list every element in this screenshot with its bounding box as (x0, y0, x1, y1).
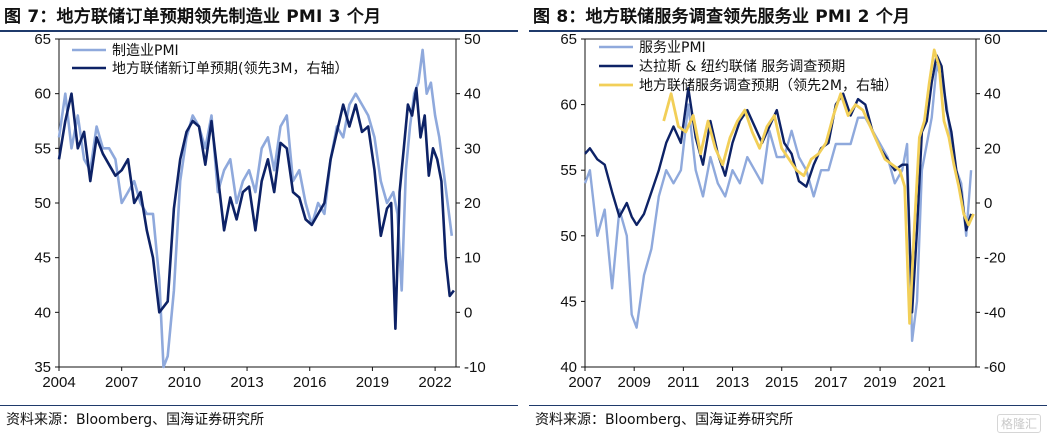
footer-divider (529, 405, 1047, 406)
y-tick-label-left: 65 (34, 31, 51, 48)
source-note: 资料来源：Bloomberg、国海证券研究所 (6, 412, 265, 428)
x-tick-label: 2009 (617, 374, 650, 391)
y-tick-label-left: 65 (560, 31, 577, 48)
line-chart: 40 45 50 55 60 65 -60 -40 -20 0 20 40 60 2007 2009 2011… (560, 31, 1006, 391)
series-line (662, 48, 975, 325)
y-tick-label-right: 50 (464, 31, 481, 48)
line-chart: 35 40 45 50 55 60 65 -10 0 10 20 30 40 50 2004 2007 2010… (34, 31, 486, 391)
chart-title: 图 7：地方联储订单预期领先制造业 PMI 3 个月 (4, 7, 382, 27)
x-tick-label: 2007 (568, 374, 601, 391)
y-tick-label-left: 55 (560, 162, 577, 179)
y-tick-label-left: 60 (34, 86, 51, 103)
y-tick-label-right: 10 (464, 250, 481, 267)
y-tick-label-right: 40 (464, 86, 481, 103)
watermark-logo: 格隆汇 (996, 414, 1041, 433)
x-tick-label: 2017 (814, 374, 847, 391)
y-tick-label-right: -20 (984, 250, 1006, 267)
title-divider (529, 30, 1047, 32)
x-tick-label: 2007 (105, 374, 138, 391)
series-line (57, 86, 455, 331)
source-note: 资料来源：Bloomberg、国海证券研究所 (535, 412, 794, 428)
series-line (57, 48, 454, 369)
y-tick-label-right: 30 (464, 140, 481, 157)
x-tick-label: 2022 (418, 374, 451, 391)
series-line (583, 63, 973, 342)
x-tick-label: 2015 (765, 374, 798, 391)
y-tick-label-right: 0 (464, 304, 472, 321)
legend-label: 达拉斯 & 纽约联储 服务调查预期 (639, 59, 845, 75)
chart-title: 图 8：地方联储服务调查领先服务业 PMI 2 个月 (533, 7, 911, 27)
footer-divider (0, 405, 518, 406)
y-tick-label-right: 0 (984, 195, 992, 212)
y-tick-label-right: -10 (464, 359, 486, 376)
y-tick-label-left: 40 (560, 359, 577, 376)
y-tick-label-left: 45 (560, 293, 577, 310)
y-tick-label-right: 20 (464, 195, 481, 212)
x-tick-label: 2011 (667, 374, 699, 391)
y-tick-label-right: -40 (984, 304, 1006, 321)
x-tick-label: 2019 (356, 374, 389, 391)
y-tick-label-left: 60 (560, 97, 577, 114)
legend-label: 地方联储服务调查预期（领先2M，右轴） (639, 78, 898, 94)
x-tick-label: 2013 (230, 374, 263, 391)
x-tick-label: 2021 (913, 374, 946, 391)
y-tick-label-right: -60 (984, 359, 1006, 376)
y-tick-label-right: 40 (984, 86, 1001, 103)
x-tick-label: 2010 (168, 374, 201, 391)
chart-panel-services: 图 8：地方联储服务调查领先服务业 PMI 2 个月 40 45 50 55 60 65 -… (529, 0, 1047, 437)
x-tick-label: 2004 (42, 374, 75, 391)
legend-label: 制造业PMI (112, 43, 179, 59)
y-tick-label-left: 50 (560, 228, 577, 245)
legend-label: 地方联储新订单预期(领先3M，右轴） (112, 61, 348, 77)
y-tick-label-left: 55 (34, 140, 51, 157)
y-tick-label-left: 50 (34, 195, 51, 212)
y-tick-label-left: 45 (34, 250, 51, 267)
title-divider (0, 30, 518, 32)
legend-label: 服务业PMI (639, 40, 706, 56)
y-tick-label-right: 60 (984, 31, 1001, 48)
x-tick-label: 2013 (716, 374, 749, 391)
chart-panel-manufacturing: 图 7：地方联储订单预期领先制造业 PMI 3 个月 35 40 45 50 55 60 6… (0, 0, 518, 437)
y-tick-label-left: 35 (34, 359, 51, 376)
x-tick-label: 2016 (293, 374, 326, 391)
y-tick-label-right: 20 (984, 140, 1001, 157)
x-tick-label: 2019 (863, 374, 896, 391)
y-tick-label-left: 40 (34, 304, 51, 321)
